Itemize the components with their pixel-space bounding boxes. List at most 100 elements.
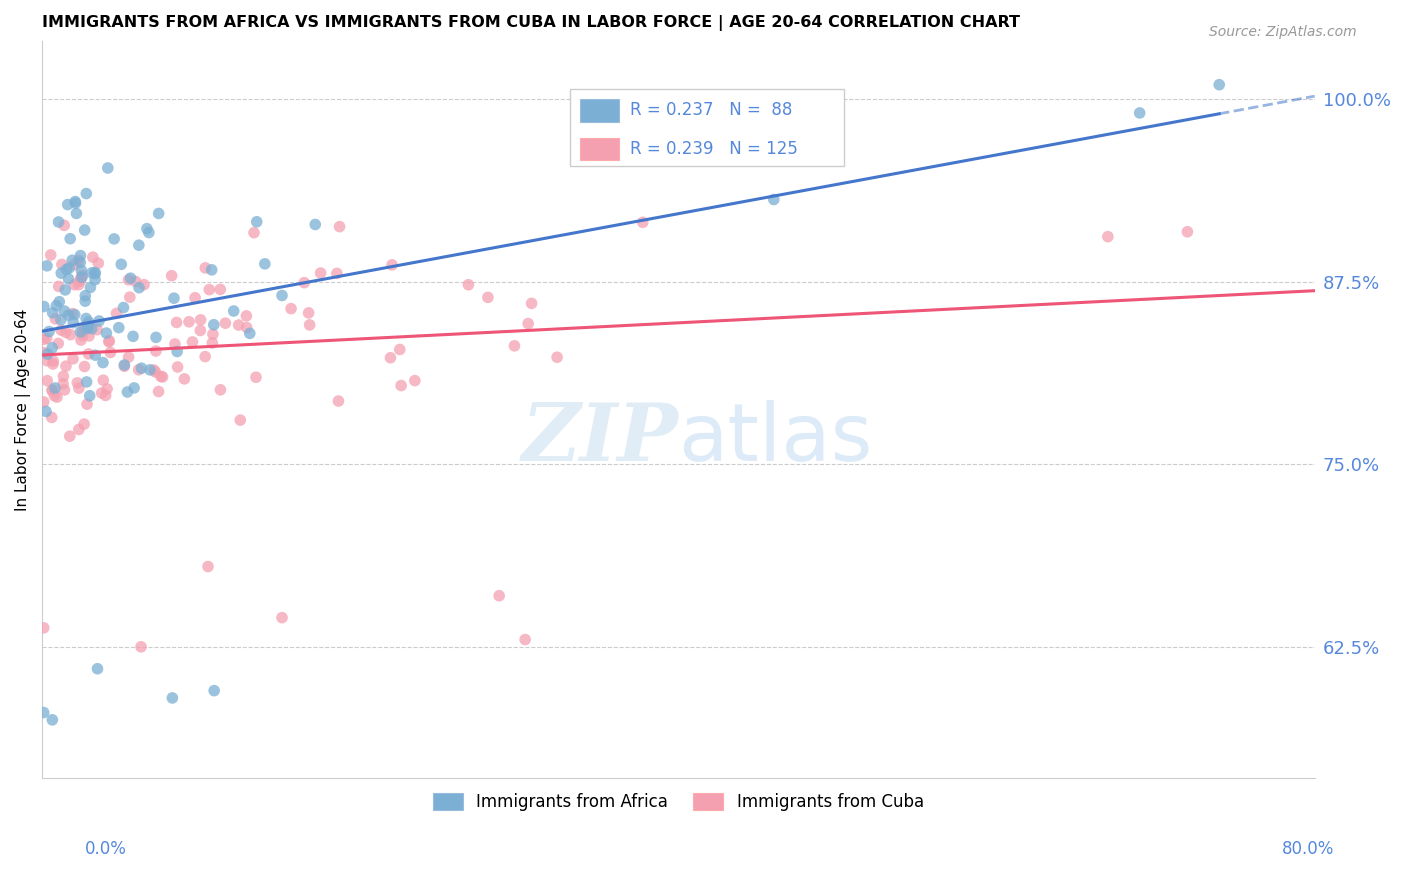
Text: 80.0%: 80.0% — [1281, 840, 1334, 858]
Point — [49, 323, 72, 337]
Point — [488, 589, 510, 603]
Point — [292, 276, 315, 290]
Point — [42, 354, 65, 368]
Point — [90, 386, 112, 401]
Point — [45, 299, 67, 313]
Point — [70, 268, 93, 283]
Point — [76, 375, 98, 389]
Point — [59, 232, 82, 246]
Point — [62, 351, 84, 366]
Point — [80, 266, 103, 280]
Point — [138, 226, 160, 240]
Point — [149, 369, 172, 384]
Point — [145, 365, 167, 379]
Point — [243, 226, 266, 240]
Point — [128, 281, 150, 295]
Point — [112, 359, 135, 374]
Point — [122, 381, 145, 395]
Point — [53, 383, 76, 397]
Point — [59, 327, 82, 342]
Point — [65, 196, 87, 211]
Point — [69, 274, 91, 288]
Point — [79, 389, 101, 403]
Point — [202, 683, 225, 698]
Point — [107, 320, 129, 334]
Point — [110, 257, 132, 271]
Point — [67, 422, 90, 436]
Point — [122, 329, 145, 343]
Point — [51, 257, 73, 271]
Point — [77, 347, 100, 361]
Point — [117, 273, 139, 287]
Point — [53, 304, 76, 318]
Point — [117, 350, 139, 364]
Point — [49, 312, 72, 326]
Point — [58, 261, 80, 276]
Point — [152, 370, 174, 384]
Point — [35, 259, 58, 273]
Point — [32, 300, 55, 314]
Point — [37, 374, 59, 388]
Point — [94, 388, 117, 402]
Point — [35, 404, 58, 418]
Point — [51, 266, 73, 280]
Point — [120, 271, 142, 285]
Point — [73, 223, 96, 237]
Point — [389, 378, 412, 392]
Point — [246, 215, 269, 229]
Point — [457, 277, 479, 292]
Point — [75, 186, 97, 201]
Point — [515, 632, 537, 647]
Point — [87, 314, 110, 328]
Point — [84, 273, 107, 287]
Point — [128, 238, 150, 252]
Point — [271, 610, 294, 624]
Point — [112, 358, 135, 372]
FancyBboxPatch shape — [571, 89, 844, 166]
Point — [197, 559, 219, 574]
Point — [1097, 229, 1119, 244]
Point — [62, 316, 84, 330]
Point — [32, 395, 55, 409]
Point — [32, 332, 55, 346]
Point — [100, 345, 122, 359]
Point — [128, 363, 150, 377]
Point — [139, 363, 162, 377]
Point — [236, 320, 259, 334]
Point — [177, 315, 200, 329]
Point — [60, 253, 83, 268]
Point — [166, 344, 188, 359]
Point — [404, 374, 426, 388]
Point — [118, 290, 141, 304]
Point — [477, 290, 499, 304]
Point — [46, 390, 69, 404]
Point — [117, 384, 139, 399]
Point — [163, 337, 186, 351]
Point — [82, 250, 104, 264]
Text: atlas: atlas — [678, 401, 873, 478]
Point — [1177, 225, 1199, 239]
Point — [631, 215, 654, 229]
Point — [32, 345, 55, 359]
Point — [517, 317, 540, 331]
Point — [298, 318, 321, 332]
Point — [381, 258, 404, 272]
Point — [86, 323, 108, 337]
Text: Source: ZipAtlas.com: Source: ZipAtlas.com — [1209, 25, 1357, 39]
Point — [304, 218, 326, 232]
Point — [84, 348, 107, 362]
Point — [79, 280, 101, 294]
Point — [1129, 106, 1152, 120]
Point — [328, 394, 350, 409]
Point — [546, 351, 568, 365]
Point — [63, 277, 86, 292]
Point — [209, 282, 232, 296]
Point — [125, 275, 148, 289]
Point — [41, 384, 63, 398]
Point — [184, 291, 207, 305]
Text: ZIP: ZIP — [522, 401, 678, 478]
Point — [35, 331, 58, 345]
Point — [112, 301, 135, 315]
Point — [55, 262, 77, 277]
Point — [87, 256, 110, 270]
